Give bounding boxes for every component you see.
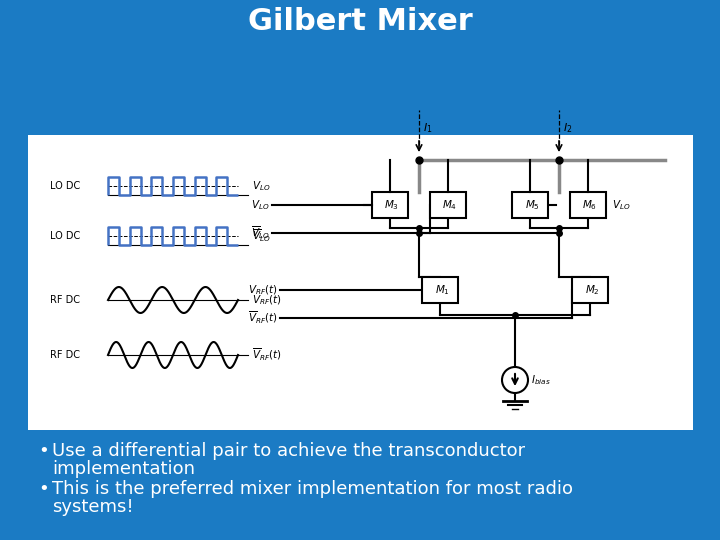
Text: $V_{LO}$: $V_{LO}$	[612, 198, 631, 212]
Text: $\overline{V}_{RF}(t)$: $\overline{V}_{RF}(t)$	[248, 310, 278, 326]
Text: LO DC: LO DC	[50, 231, 80, 241]
Text: $M_2$: $M_2$	[585, 283, 599, 297]
Text: This is the preferred mixer implementation for most radio: This is the preferred mixer implementati…	[52, 480, 573, 498]
Bar	[430, 192, 466, 218]
Bar	[372, 192, 408, 218]
Text: $\overline{V}_{LO}$: $\overline{V}_{LO}$	[252, 228, 271, 244]
Text: $M_6$: $M_6$	[582, 198, 598, 212]
Bar	[28, 135, 693, 430]
Text: $M_4$: $M_4$	[442, 198, 458, 212]
Text: $V_{LO}$: $V_{LO}$	[252, 179, 271, 193]
Text: $I_1$: $I_1$	[423, 121, 433, 135]
Text: $I_2$: $I_2$	[563, 121, 572, 135]
Text: RF DC: RF DC	[50, 295, 80, 305]
Text: systems!: systems!	[52, 498, 134, 516]
Text: $M_3$: $M_3$	[384, 198, 400, 212]
Text: LO DC: LO DC	[50, 181, 80, 191]
Text: •: •	[38, 442, 49, 460]
Text: $I_{bias}$: $I_{bias}$	[531, 373, 551, 387]
Text: $V_{RF}(t)$: $V_{RF}(t)$	[252, 293, 282, 307]
Text: •: •	[38, 480, 49, 498]
Text: $M_1$: $M_1$	[435, 283, 449, 297]
Text: Gilbert Mixer: Gilbert Mixer	[248, 8, 472, 37]
Text: $M_5$: $M_5$	[525, 198, 539, 212]
Text: $V_{LO}$: $V_{LO}$	[251, 198, 270, 212]
Text: implementation: implementation	[52, 460, 195, 478]
Text: RF DC: RF DC	[50, 350, 80, 360]
Bar	[572, 277, 608, 303]
Bar	[422, 277, 458, 303]
Text: $\overline{V}_{LO}$: $\overline{V}_{LO}$	[251, 225, 270, 241]
Text: $\overline{V}_{RF}(t)$: $\overline{V}_{RF}(t)$	[252, 347, 282, 363]
Text: Use a differential pair to achieve the transconductor: Use a differential pair to achieve the t…	[52, 442, 525, 460]
Text: $V_{RF}(t)$: $V_{RF}(t)$	[248, 283, 278, 297]
Circle shape	[502, 367, 528, 393]
Bar	[570, 192, 606, 218]
Bar	[512, 192, 548, 218]
